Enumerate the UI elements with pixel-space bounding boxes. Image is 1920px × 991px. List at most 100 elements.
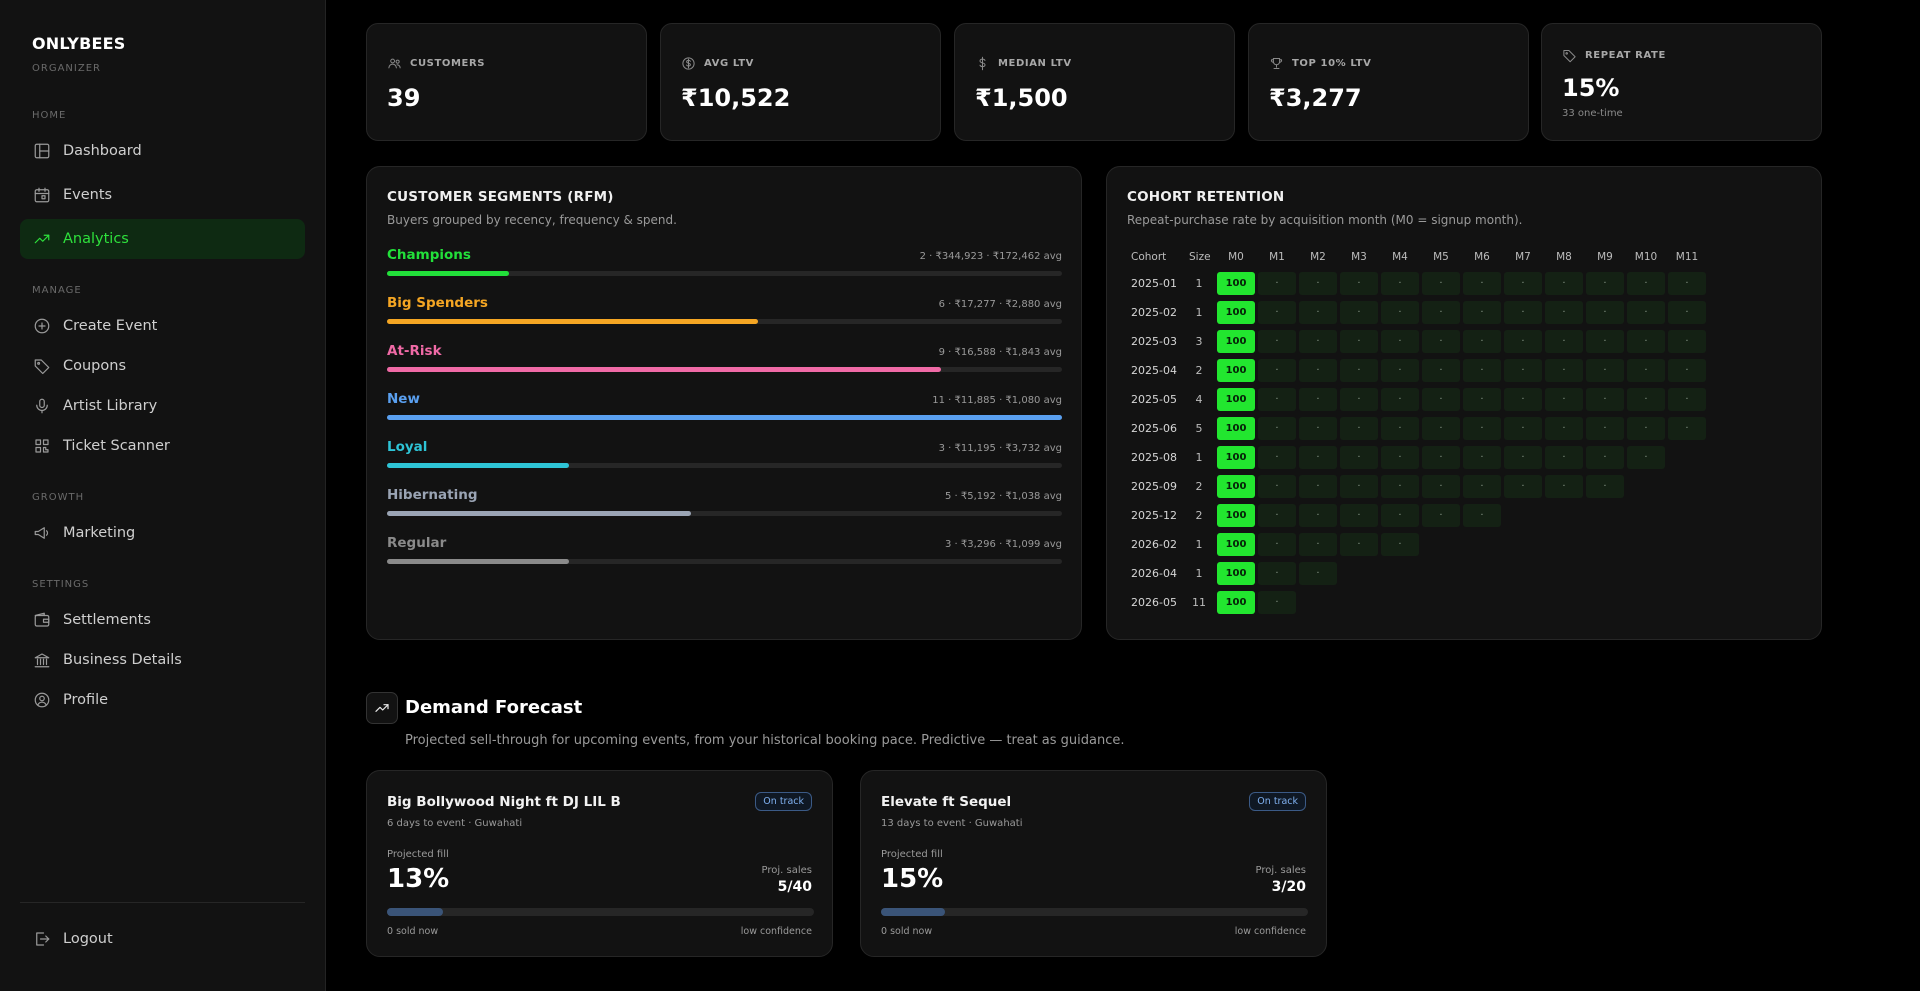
sidebar-item-events[interactable]: Events [20,175,305,215]
sidebar-item-artist-library[interactable]: Artist Library [20,386,305,426]
segment-stat: 5 · ₹5,192 · ₹1,038 avg [945,491,1062,502]
segment-bar-track [387,415,1062,420]
cohort-cell: · [1545,446,1583,469]
cohort-cell: · [1463,417,1501,440]
sidebar-item-settlements[interactable]: Settlements [20,600,305,640]
segment-name: Champions [387,247,471,263]
event-meta: 13 days to event · Guwahati [881,818,1023,829]
sold-now-text: 0 sold now [881,926,933,937]
projected-fill-label: Projected fill [387,849,449,860]
cohort-cell: · [1627,417,1665,440]
cohort-cell: 100 [1217,591,1255,614]
status-badge: On track [1249,792,1306,811]
section-label-growth: GROWTH [32,492,85,503]
cohort-cell: · [1381,504,1419,527]
cohort-cell: · [1381,417,1419,440]
cohort-size: 11 [1192,596,1206,609]
fill-progress-bar [387,908,814,916]
trend-icon [375,704,389,712]
sidebar-item-label: Business Details [63,652,182,668]
segment-row: New 11 · ₹11,885 · ₹1,080 avg [387,391,1062,427]
projected-sales-label: Proj. sales [1255,865,1306,876]
cohort-column-header: M0 [1228,251,1244,263]
cohort-cell: · [1586,359,1624,382]
projected-fill-value: 13% [387,864,450,894]
cohort-cell: · [1340,417,1378,440]
brand-logo[interactable]: ONLYBEES [32,34,126,53]
plus-circle-icon [32,316,52,336]
cohort-cell: · [1668,330,1706,353]
projected-fill-label: Projected fill [881,849,943,860]
cohort-cell: · [1504,475,1542,498]
sidebar-item-business-details[interactable]: Business Details [20,640,305,680]
cohort-cell: · [1258,562,1296,585]
cohort-cell: · [1586,475,1624,498]
projected-sales-value: 5/40 [777,879,812,895]
cohort-cell: · [1504,388,1542,411]
event-forecast-card[interactable]: Elevate ft Sequel 13 days to event · Guw… [860,770,1327,957]
cohort-cell: · [1258,301,1296,324]
panel-title: CUSTOMER SEGMENTS (RFM) [387,189,614,205]
sidebar-item-dashboard[interactable]: Dashboard [20,131,305,171]
cohort-column-header: M11 [1675,251,1699,263]
sidebar-item-ticket-scanner[interactable]: Ticket Scanner [20,426,305,466]
cohort-cell: 100 [1217,359,1255,382]
cohort-cell: 100 [1217,301,1255,324]
cohort-cell: · [1299,359,1337,382]
cohort-cell: 100 [1217,446,1255,469]
event-forecast-card[interactable]: Big Bollywood Night ft DJ LIL B 6 days t… [366,770,833,957]
cohort-cell: · [1299,301,1337,324]
cohort-cell: · [1463,272,1501,295]
cohort-cell: · [1422,359,1460,382]
cohort-column-header: M9 [1597,251,1613,263]
cohort-label: 2025-05 [1131,393,1177,406]
sidebar-item-coupons[interactable]: Coupons [20,346,305,386]
cohort-cell: · [1463,446,1501,469]
sidebar-item-create-event[interactable]: Create Event [20,306,305,346]
cohort-cell: · [1340,475,1378,498]
cohort-cell: · [1463,475,1501,498]
user-circle-icon [32,690,52,710]
cohort-cell: · [1258,475,1296,498]
fill-progress-bar [881,908,1308,916]
forecast-title: Demand Forecast [405,697,583,718]
logout-button[interactable]: Logout [20,919,305,959]
cohort-cell: · [1258,388,1296,411]
cohort-cell: · [1340,301,1378,324]
cohort-cell: · [1258,272,1296,295]
cohort-label: 2025-09 [1131,480,1177,493]
stat-card-customers: CUSTOMERS 39 [366,23,647,141]
sold-now-text: 0 sold now [387,926,439,937]
dashboard-icon [32,141,52,161]
sidebar-item-marketing[interactable]: Marketing [20,513,305,553]
cohort-cell: 100 [1217,504,1255,527]
segment-stat: 6 · ₹17,277 · ₹2,880 avg [938,299,1062,310]
sidebar-item-analytics[interactable]: Analytics [20,219,305,259]
cohort-cell: · [1545,388,1583,411]
section-label-home: HOME [32,110,67,121]
cohort-column-header: M5 [1433,251,1449,263]
cohort-cell: · [1504,446,1542,469]
stat-label: MEDIAN LTV [998,58,1072,69]
segment-name: Big Spenders [387,295,488,311]
cohort-cell: · [1422,388,1460,411]
cohort-cell: · [1586,446,1624,469]
trophy-icon [1270,58,1283,69]
stat-card-top10-ltv: TOP 10% LTV ₹3,277 [1248,23,1529,141]
cohort-cell: · [1545,417,1583,440]
cohort-cell: · [1299,417,1337,440]
cohort-cell: · [1381,475,1419,498]
segment-bar-fill [387,271,509,276]
cohort-column-header: Size [1189,251,1211,263]
cohort-cell: · [1381,446,1419,469]
trend-icon [32,229,52,249]
segment-stat: 3 · ₹3,296 · ₹1,099 avg [945,539,1062,550]
sidebar-item-profile[interactable]: Profile [20,680,305,720]
cohort-cell: · [1381,330,1419,353]
segment-name: Regular [387,535,447,551]
panel-subtitle: Repeat-purchase rate by acquisition mont… [1127,213,1523,227]
sidebar-item-label: Coupons [63,358,127,374]
cohort-label: 2025-06 [1131,422,1177,435]
cohort-cell: · [1299,533,1337,556]
segment-stat: 9 · ₹16,588 · ₹1,843 avg [938,347,1062,358]
